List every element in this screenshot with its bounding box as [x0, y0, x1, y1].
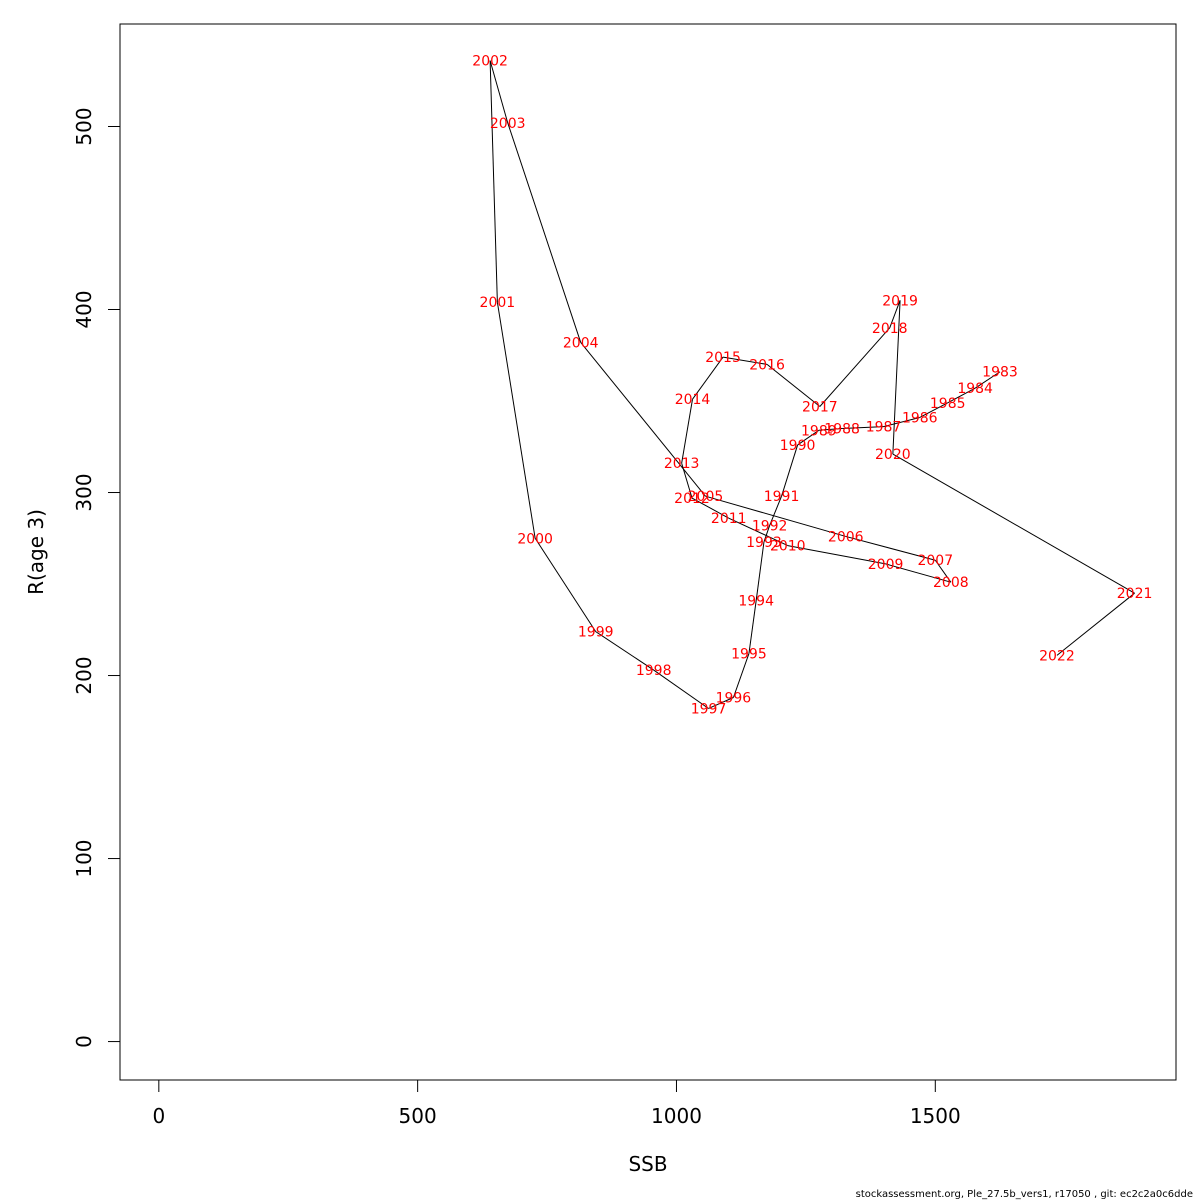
- point-label-2003: 2003: [490, 116, 526, 132]
- series-segment: [507, 122, 582, 343]
- footer-credit: stockassessment.org, Ple_27.5b_vers1, r1…: [856, 1189, 1193, 1200]
- y-tick-label: 200: [72, 656, 96, 694]
- point-label-2005: 2005: [688, 489, 724, 505]
- series-segment: [692, 356, 724, 400]
- series-segment: [681, 463, 693, 499]
- point-label-1984: 1984: [957, 381, 993, 397]
- point-label-2009: 2009: [868, 557, 904, 573]
- series-segment: [892, 300, 901, 455]
- series-segment: [781, 444, 799, 497]
- point-label-2000: 2000: [517, 531, 553, 547]
- series-segment: [708, 697, 734, 709]
- series-segment: [889, 300, 901, 328]
- series-segment: [705, 495, 846, 537]
- point-label-1999: 1999: [578, 625, 614, 641]
- point-label-2002: 2002: [472, 54, 508, 70]
- series-segment: [883, 416, 920, 428]
- series-segment: [489, 60, 509, 123]
- series-segment: [845, 535, 936, 561]
- point-label-2017: 2017: [802, 400, 838, 416]
- point-label-1986: 1986: [902, 410, 938, 426]
- series-segment: [919, 402, 948, 418]
- x-tick-label: 0: [152, 1104, 165, 1128]
- series-segment: [797, 429, 820, 446]
- point-label-2001: 2001: [480, 295, 516, 311]
- point-label-1991: 1991: [764, 489, 800, 505]
- point-label-2021: 2021: [1117, 586, 1153, 602]
- series-segment: [892, 453, 1135, 594]
- y-tick-label: 0: [72, 1035, 96, 1048]
- point-label-1995: 1995: [731, 647, 767, 663]
- point-label-2011: 2011: [711, 511, 747, 527]
- point-label-2020: 2020: [875, 447, 911, 463]
- series-segment: [653, 669, 709, 709]
- y-tick-label: 300: [72, 473, 96, 511]
- series-segment: [947, 387, 976, 404]
- point-label-1996: 1996: [716, 690, 752, 706]
- data-series: [489, 60, 1135, 709]
- x-tick-label: 1500: [910, 1104, 961, 1128]
- point-label-2019: 2019: [882, 293, 918, 309]
- y-tick-label: 100: [72, 839, 96, 877]
- series-segment: [691, 497, 729, 519]
- point-label-1988: 1988: [824, 421, 860, 437]
- series-segment: [787, 545, 886, 565]
- x-tick-label: 1000: [651, 1104, 702, 1128]
- point-label-1985: 1985: [930, 396, 966, 412]
- series-segment: [732, 653, 750, 698]
- series-segment: [766, 364, 821, 407]
- point-label-2004: 2004: [563, 335, 599, 351]
- x-tick-label: 500: [399, 1104, 437, 1128]
- x-axis-title: SSB: [628, 1152, 667, 1176]
- series-segment: [769, 495, 783, 526]
- series-segment: [489, 60, 498, 303]
- point-label-2007: 2007: [917, 553, 953, 569]
- point-label-1994: 1994: [738, 593, 774, 609]
- point-label-1990: 1990: [780, 438, 816, 454]
- series-segment: [763, 525, 771, 543]
- point-label-1983: 1983: [982, 365, 1018, 381]
- point-label-2008: 2008: [933, 575, 969, 591]
- series-segment: [580, 342, 706, 497]
- series-segment: [595, 631, 654, 671]
- point-label-1987: 1987: [866, 420, 902, 436]
- point-label-2014: 2014: [675, 392, 711, 408]
- point-label-2018: 2018: [872, 321, 908, 337]
- point-label-2013: 2013: [664, 456, 700, 472]
- series-segment: [748, 600, 757, 654]
- point-label-2006: 2006: [828, 529, 864, 545]
- series-segment: [819, 327, 891, 407]
- series-segment: [496, 302, 536, 539]
- series-segment: [842, 426, 884, 429]
- y-axis: 0 100 200 300 400 500: [72, 107, 121, 1048]
- y-axis-title: R(age 3): [24, 509, 48, 595]
- point-label-1997: 1997: [691, 701, 727, 717]
- series-segment: [934, 559, 952, 583]
- point-label-2010: 2010: [770, 539, 806, 555]
- y-tick-label: 400: [72, 290, 96, 328]
- series-segment: [728, 517, 788, 547]
- series-segment: [534, 538, 597, 632]
- series-segment: [1056, 592, 1135, 656]
- series-segment: [722, 356, 768, 365]
- x-axis: 0 500 1000 1500: [152, 1079, 961, 1128]
- plot-area-frame: [119, 23, 1177, 1081]
- point-label-2022: 2022: [1039, 648, 1075, 664]
- point-label-2015: 2015: [705, 350, 741, 366]
- point-label-1989: 1989: [801, 423, 837, 439]
- series-segment: [818, 427, 843, 431]
- series-segment: [974, 371, 1001, 389]
- point-label-1993: 1993: [746, 535, 782, 551]
- y-tick-label: 500: [72, 107, 96, 145]
- point-label-2012: 2012: [674, 491, 710, 507]
- point-label-2016: 2016: [749, 357, 785, 373]
- point-label-1992: 1992: [752, 518, 788, 534]
- series-segment: [885, 563, 951, 583]
- series-segment: [681, 399, 694, 464]
- point-label-1998: 1998: [636, 663, 672, 679]
- series-segment: [755, 541, 765, 601]
